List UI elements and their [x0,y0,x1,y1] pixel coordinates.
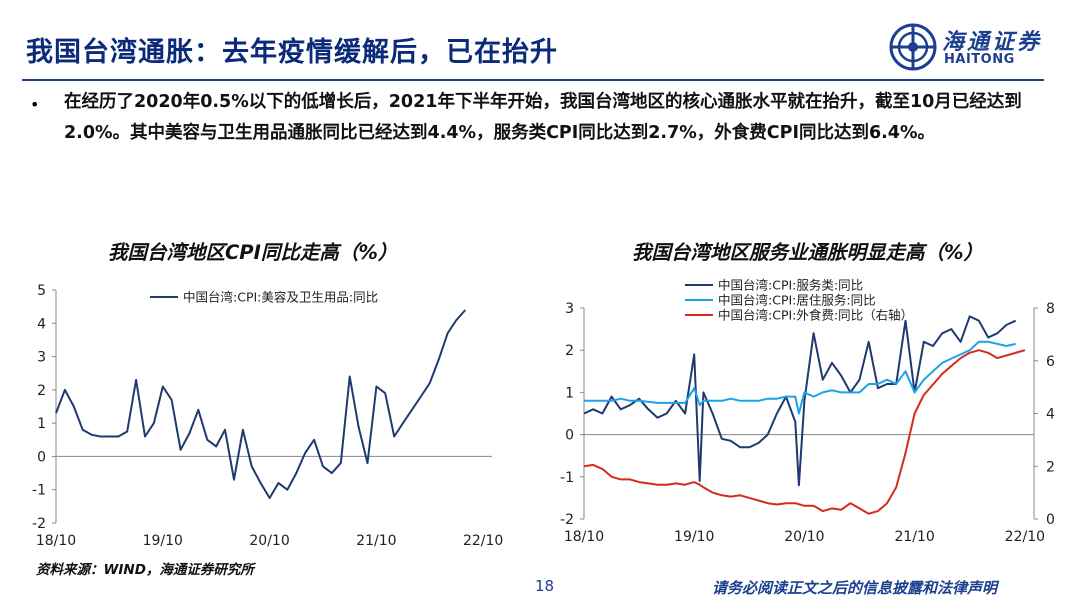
disclaimer-link[interactable]: 请务必阅读正文之后的信息披露和法律声明 [712,579,998,597]
chart2-x-tick-label: 19/10 [674,529,714,545]
chart2-x-tick-label: 20/10 [784,529,824,545]
chart2-y-tick-label: 3 [565,301,574,317]
chart2-svg: 3 2 1 0 -1 -2 8 6 4 2 0 18/10 19/10 20/10 21/10 22/10 中国… [560,278,1055,546]
chart1-y-tick-label: 5 [37,283,46,299]
chart2-y-tick-label: -2 [560,512,574,528]
chart2-y2-tick-label: 8 [1046,301,1055,317]
chart2-y2-tick-label: 2 [1046,459,1055,475]
chart1-y-tick-label: -2 [32,516,46,532]
chart2-y2-tick-label: 0 [1046,512,1055,528]
haitong-emblem-icon [889,23,937,71]
logo-text-en: HAITONG [944,52,1015,67]
logo-text-cn: 海通证券 [942,30,1043,55]
chart2-legend-label-1: 中国台湾:CPI:居住服务:同比 [718,293,876,308]
chart2-x-tick-label: 22/10 [1005,529,1045,545]
chart2-y-tick-label: 2 [565,343,574,359]
chart1-x-tick-label: 21/10 [356,533,396,549]
chart1-y-tick-label: 0 [37,449,46,465]
chart1-x-tick-label: 18/10 [36,533,76,549]
chart2-y-tick-label: -1 [560,470,574,486]
chart1-title: 我国台湾地区CPI同比走高（%） [108,241,398,264]
chart1-y-tick-label: -1 [32,483,46,499]
chart2-series-line-2 [583,349,1026,515]
chart2-y-tick-label: 1 [565,385,574,401]
chart1-legend-label-0: 中国台湾:CPI:美容及卫生用品:同比 [183,290,378,305]
header-divider [22,79,1044,81]
chart2-y2-tick-label: 6 [1046,354,1055,370]
chart2-title: 我国台湾地区服务业通胀明显走高（%） [632,241,984,264]
source-note: 资料来源：WIND，海通证券研究所 [36,562,254,578]
chart1-x-tick-label: 22/10 [463,533,503,549]
chart1-y-tick-label: 3 [37,350,46,366]
chart1-series-line-0 [55,309,467,499]
chart1-x-tick-label: 19/10 [143,533,183,549]
chart2-x-tick-label: 18/10 [564,529,604,545]
haitong-logo: 海通证券 HAITONG [888,22,1058,72]
page-title: 我国台湾通胀：去年疫情缓解后，已在抬升 [26,37,558,68]
bullet-marker: • [30,95,40,114]
chart2-y-tick-label: 0 [565,428,574,444]
chart2-series-line-1 [584,340,1016,415]
chart2-x-tick-label: 21/10 [894,529,934,545]
chart1-y-tick-label: 1 [37,416,46,432]
chart1-x-tick-label: 20/10 [249,533,289,549]
chart1-y-tick-label: 2 [37,383,46,399]
chart2-legend-label-2: 中国台湾:CPI:外食费:同比（右轴） [718,308,913,323]
chart1-y-tick-label: 4 [37,316,46,332]
chart2-legend-label-0: 中国台湾:CPI:服务类:同比 [718,278,863,293]
bullet-text: 在经历了2020年0.5%以下的低增长后，2021年下半年开始，我国台湾地区的核… [64,92,1022,143]
page-number: 18 [535,577,555,595]
chart1-svg: 5 4 3 2 1 0 -1 -218/10 19/10 20/10 21/10 22/10 中国台湾:… [32,283,503,549]
chart2-y2-tick-label: 4 [1046,407,1055,423]
chart2-series-line-0 [583,315,1017,487]
